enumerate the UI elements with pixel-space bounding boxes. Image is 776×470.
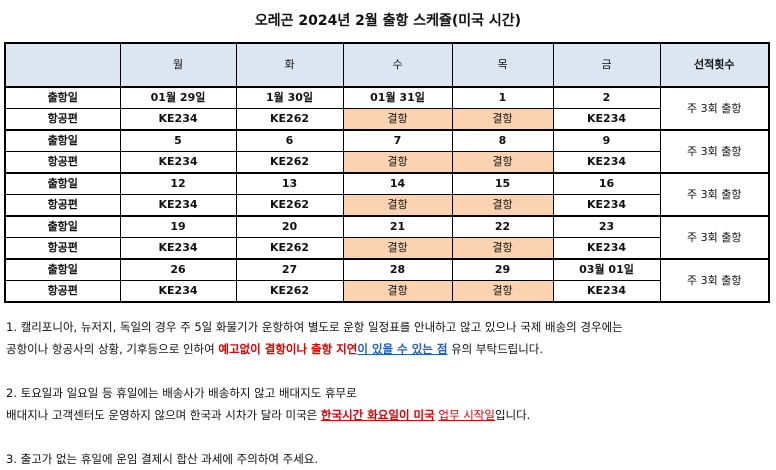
table-row-flight: 항공편 KE234 KE262 결항 결항 KE234 <box>4 237 769 260</box>
row-label-flight: 항공편 <box>4 237 121 260</box>
table-row-departure: 출항일 26 27 28 29 03월 01일 주 3회 출항 <box>4 258 770 303</box>
table-row-flight: 항공편 KE234 KE262 결항 결항 KE234 <box>4 151 769 174</box>
note-text: 배대지나 고객센터도 운영하지 않으며 한국과 시차가 달라 미국은 <box>6 408 321 422</box>
date-cell: 7 <box>342 129 453 152</box>
flight-cell: KE262 <box>235 151 344 174</box>
row-label-flight: 항공편 <box>4 194 121 217</box>
date-cell: 14 <box>342 172 453 195</box>
date-cell: 26 <box>119 258 237 281</box>
header-thu: 목 <box>451 42 554 88</box>
note-text: 입니다. <box>494 408 531 422</box>
date-cell: 20 <box>235 215 344 238</box>
flight-cell: KE234 <box>552 280 661 303</box>
shipment-count: 주 3회 출항 <box>659 258 770 303</box>
note-3: 3. 출고가 없는 휴일에 운임 결제시 합산 과세에 주의하여 주세요. <box>6 452 319 466</box>
row-label-departure: 출항일 <box>4 86 121 109</box>
row-label-flight: 항공편 <box>4 108 121 131</box>
date-cell: 28 <box>342 258 453 281</box>
flight-cell-cancelled: 결항 <box>451 237 554 260</box>
notes-section: 1. 캘리포니아, 뉴저지, 독일의 경우 주 5일 화물기가 운항하여 별도로… <box>6 316 772 470</box>
flight-cell-cancelled: 결항 <box>451 280 554 303</box>
date-cell: 29 <box>451 258 554 281</box>
flight-cell: KE262 <box>235 237 344 260</box>
note-text: 공항이나 항공사의 상황, 기후등으로 인하여 <box>6 342 219 356</box>
date-cell: 01월 31일 <box>342 86 453 109</box>
flight-cell: KE234 <box>552 151 661 174</box>
flight-cell-cancelled: 결항 <box>451 151 554 174</box>
shipment-count: 주 3회 출항 <box>659 129 770 174</box>
shipment-count: 주 3회 출항 <box>659 86 770 131</box>
header-fri: 금 <box>552 42 661 88</box>
header-blank <box>4 42 121 88</box>
flight-cell: KE262 <box>235 280 344 303</box>
table-row-departure: 출항일 19 20 21 22 23 주 3회 출항 <box>4 215 770 260</box>
note-emphasis-red: 업무 시작일 <box>438 408 495 422</box>
header-wed: 수 <box>342 42 453 88</box>
header-mon: 월 <box>119 42 237 88</box>
table-row-flight: 항공편 KE234 KE262 결항 결항 KE234 <box>4 280 769 303</box>
date-cell: 1 <box>451 86 554 109</box>
row-label-flight: 항공편 <box>4 280 121 303</box>
note-2-line-1: 2. 토요일과 일요일 등 휴일에는 배송사가 배송하지 않고 배대지도 휴무로 <box>6 386 357 400</box>
table-row-flight: 항공편 KE234 KE262 결항 결항 KE234 <box>4 108 769 131</box>
note-1-line-1: 1. 캘리포니아, 뉴저지, 독일의 경우 주 5일 화물기가 운항하여 별도로… <box>6 320 623 334</box>
date-cell: 16 <box>552 172 661 195</box>
date-cell: 22 <box>451 215 554 238</box>
date-cell: 9 <box>552 129 661 152</box>
flight-cell-cancelled: 결항 <box>342 194 453 217</box>
date-cell: 21 <box>342 215 453 238</box>
row-label-departure: 출항일 <box>4 172 121 195</box>
flight-cell: KE262 <box>235 108 344 131</box>
flight-cell: KE234 <box>552 237 661 260</box>
flight-cell: KE262 <box>235 194 344 217</box>
table-row-departure: 출항일 5 6 7 8 9 주 3회 출항 <box>4 129 770 174</box>
date-cell: 01월 29일 <box>119 86 237 109</box>
flight-cell-cancelled: 결항 <box>342 280 453 303</box>
row-label-departure: 출항일 <box>4 258 121 281</box>
flight-cell: KE234 <box>119 237 237 260</box>
date-cell: 8 <box>451 129 554 152</box>
shipment-count: 주 3회 출항 <box>659 215 770 260</box>
row-label-departure: 출항일 <box>4 129 121 152</box>
flight-cell-cancelled: 결항 <box>342 108 453 131</box>
note-2-line-2: 배대지나 고객센터도 운영하지 않으며 한국과 시차가 달라 미국은 한국시간 … <box>6 404 772 426</box>
table-row-departure: 출항일 12 13 14 15 16 주 3회 출항 <box>4 172 770 217</box>
table-row-flight: 항공편 KE234 KE262 결항 결항 KE234 <box>4 194 769 217</box>
date-cell: 2 <box>552 86 661 109</box>
flight-cell: KE234 <box>119 280 237 303</box>
flight-cell: KE234 <box>119 151 237 174</box>
date-cell: 27 <box>235 258 344 281</box>
flight-cell-cancelled: 결항 <box>342 151 453 174</box>
note-emphasis-red: 예고없이 결항이나 출항 지연 <box>218 342 358 356</box>
date-cell: 12 <box>119 172 237 195</box>
date-cell: 1월 30일 <box>235 86 344 109</box>
shipment-count: 주 3회 출항 <box>659 172 770 217</box>
header-shipments: 선적횟수 <box>659 42 770 88</box>
flight-cell: KE234 <box>119 108 237 131</box>
date-cell: 19 <box>119 215 237 238</box>
flight-cell-cancelled: 결항 <box>342 237 453 260</box>
date-cell: 6 <box>235 129 344 152</box>
table-header-row: 월 화 수 목 금 선적횟수 <box>4 42 770 88</box>
schedule-table: 월 화 수 목 금 선적횟수 출항일 01월 29일 1월 30일 01월 31… <box>4 42 770 303</box>
page-title: 오레곤 2024년 2월 출항 스케쥴(미국 시간) <box>254 13 522 29</box>
date-cell: 5 <box>119 129 237 152</box>
date-cell: 03월 01일 <box>552 258 661 281</box>
flight-cell-cancelled: 결항 <box>451 108 554 131</box>
note-text: 유의 부탁드립니다. <box>447 342 544 356</box>
table-row-departure: 출항일 01월 29일 1월 30일 01월 31일 1 2 주 3회 출항 <box>4 86 770 131</box>
date-cell: 13 <box>235 172 344 195</box>
row-label-departure: 출항일 <box>4 215 121 238</box>
row-label-flight: 항공편 <box>4 151 121 174</box>
flight-cell: KE234 <box>119 194 237 217</box>
note-1-line-2: 공항이나 항공사의 상황, 기후등으로 인하여 예고없이 결항이나 출항 지연이… <box>6 338 772 360</box>
flight-cell: KE234 <box>552 194 661 217</box>
flight-cell: KE234 <box>552 108 661 131</box>
note-emphasis-blue: 이 있을 수 있는 점 <box>357 342 448 356</box>
header-tue: 화 <box>235 42 344 88</box>
date-cell: 15 <box>451 172 554 195</box>
flight-cell-cancelled: 결항 <box>451 194 554 217</box>
date-cell: 23 <box>552 215 661 238</box>
note-emphasis-red: 한국시간 화요일이 미국 <box>320 408 435 422</box>
